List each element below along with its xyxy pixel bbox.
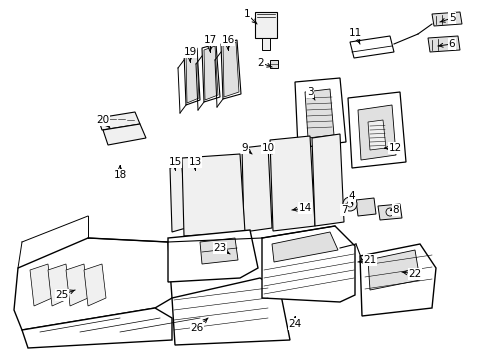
Polygon shape (269, 60, 278, 68)
Text: 17: 17 (203, 35, 216, 45)
Circle shape (342, 197, 356, 211)
Polygon shape (377, 204, 401, 220)
Polygon shape (427, 36, 459, 52)
Polygon shape (269, 136, 314, 231)
Polygon shape (355, 198, 375, 216)
Polygon shape (183, 48, 200, 105)
Polygon shape (172, 278, 289, 345)
Text: 1: 1 (243, 9, 250, 19)
Text: 21: 21 (363, 255, 376, 265)
Polygon shape (221, 40, 241, 99)
Polygon shape (168, 230, 258, 282)
Text: 10: 10 (261, 143, 274, 153)
Text: 11: 11 (347, 28, 361, 38)
Text: 15: 15 (168, 157, 181, 167)
Polygon shape (262, 226, 354, 302)
Text: 7: 7 (340, 205, 346, 215)
Polygon shape (22, 308, 172, 348)
Text: 24: 24 (288, 319, 301, 329)
Polygon shape (182, 154, 244, 236)
Polygon shape (359, 244, 435, 316)
Polygon shape (48, 264, 70, 306)
Text: 4: 4 (348, 191, 355, 201)
Polygon shape (66, 264, 88, 306)
Polygon shape (30, 264, 52, 306)
Polygon shape (242, 145, 271, 232)
Text: 25: 25 (55, 290, 68, 300)
Text: 18: 18 (113, 170, 126, 180)
Polygon shape (200, 238, 238, 264)
Polygon shape (84, 264, 106, 306)
Text: 14: 14 (298, 203, 311, 213)
Polygon shape (262, 38, 269, 50)
Circle shape (385, 208, 393, 216)
Text: 2: 2 (257, 58, 264, 68)
Text: 3: 3 (306, 87, 313, 97)
Polygon shape (431, 12, 461, 26)
Text: 19: 19 (183, 47, 196, 57)
Text: 20: 20 (96, 115, 109, 125)
Text: 22: 22 (407, 269, 421, 279)
Polygon shape (305, 89, 333, 138)
Polygon shape (202, 44, 220, 102)
Polygon shape (103, 124, 146, 145)
Text: 6: 6 (448, 39, 454, 49)
Polygon shape (170, 165, 185, 232)
Circle shape (346, 201, 352, 207)
Polygon shape (349, 36, 393, 58)
Polygon shape (367, 120, 385, 150)
Text: 5: 5 (448, 13, 454, 23)
Polygon shape (311, 134, 343, 226)
Text: 23: 23 (213, 243, 226, 253)
Polygon shape (357, 105, 395, 160)
Text: 9: 9 (241, 143, 248, 153)
Text: 13: 13 (188, 157, 201, 167)
Polygon shape (185, 50, 199, 103)
Text: 16: 16 (221, 35, 234, 45)
Polygon shape (98, 112, 140, 130)
Text: 12: 12 (387, 143, 401, 153)
Polygon shape (294, 78, 346, 148)
Text: 8: 8 (392, 205, 399, 215)
Polygon shape (254, 12, 276, 38)
Polygon shape (271, 232, 337, 262)
Polygon shape (14, 238, 172, 330)
Polygon shape (367, 250, 419, 290)
Text: 26: 26 (190, 323, 203, 333)
Polygon shape (203, 46, 218, 100)
Polygon shape (347, 92, 405, 168)
Polygon shape (223, 42, 239, 97)
